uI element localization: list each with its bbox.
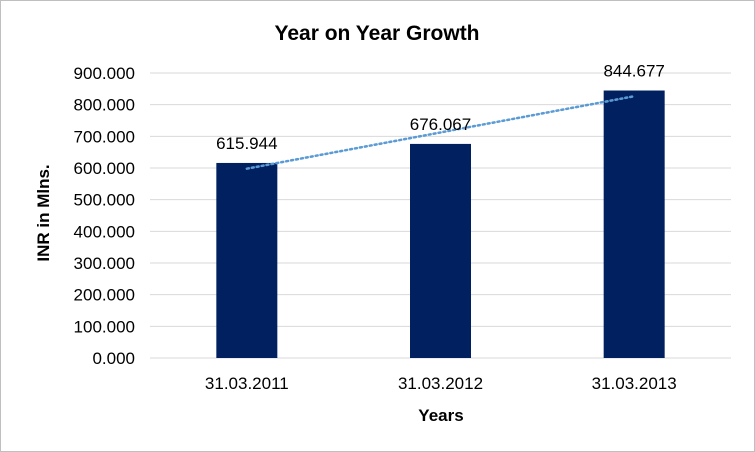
data-label: 844.677 (603, 62, 664, 81)
trendline (245, 94, 636, 170)
y-tick-label: 400.000 (74, 222, 135, 241)
data-labels: 615.944 676.067 844.677 (216, 62, 665, 153)
y-axis-title: INR in Mlns. (34, 164, 53, 261)
bar (410, 143, 471, 358)
x-tick-label: 31.03.2013 (592, 374, 677, 393)
y-tick-label: 500.000 (74, 191, 135, 210)
y-axis-ticks: 0.000 100.000 200.000 300.000 400.000 500.000… (74, 64, 135, 368)
y-tick-label: 800.000 (74, 96, 135, 115)
data-label: 615.944 (216, 134, 277, 153)
x-tick-label: 31.03.2012 (398, 374, 483, 393)
y-tick-label: 300.000 (74, 254, 135, 273)
chart-title: Year on Year Growth (274, 22, 479, 45)
bar (216, 162, 278, 358)
bar (603, 90, 665, 358)
x-axis-ticks: 31.03.2011 31.03.2012 31.03.2013 (205, 374, 677, 393)
x-tick-label: 31.03.2011 (205, 374, 289, 393)
y-tick-label: 700.000 (74, 127, 135, 146)
data-label: 676.067 (410, 115, 471, 134)
y-tick-label: 600.000 (74, 159, 135, 178)
y-tick-label: 100.000 (74, 317, 135, 336)
y-tick-label: 0.000 (92, 349, 135, 368)
bars (216, 90, 665, 358)
y-tick-label: 200.000 (74, 286, 135, 305)
x-axis-title: Years (418, 406, 463, 425)
y-tick-label: 900.000 (74, 64, 135, 83)
trendline-group (245, 94, 636, 170)
